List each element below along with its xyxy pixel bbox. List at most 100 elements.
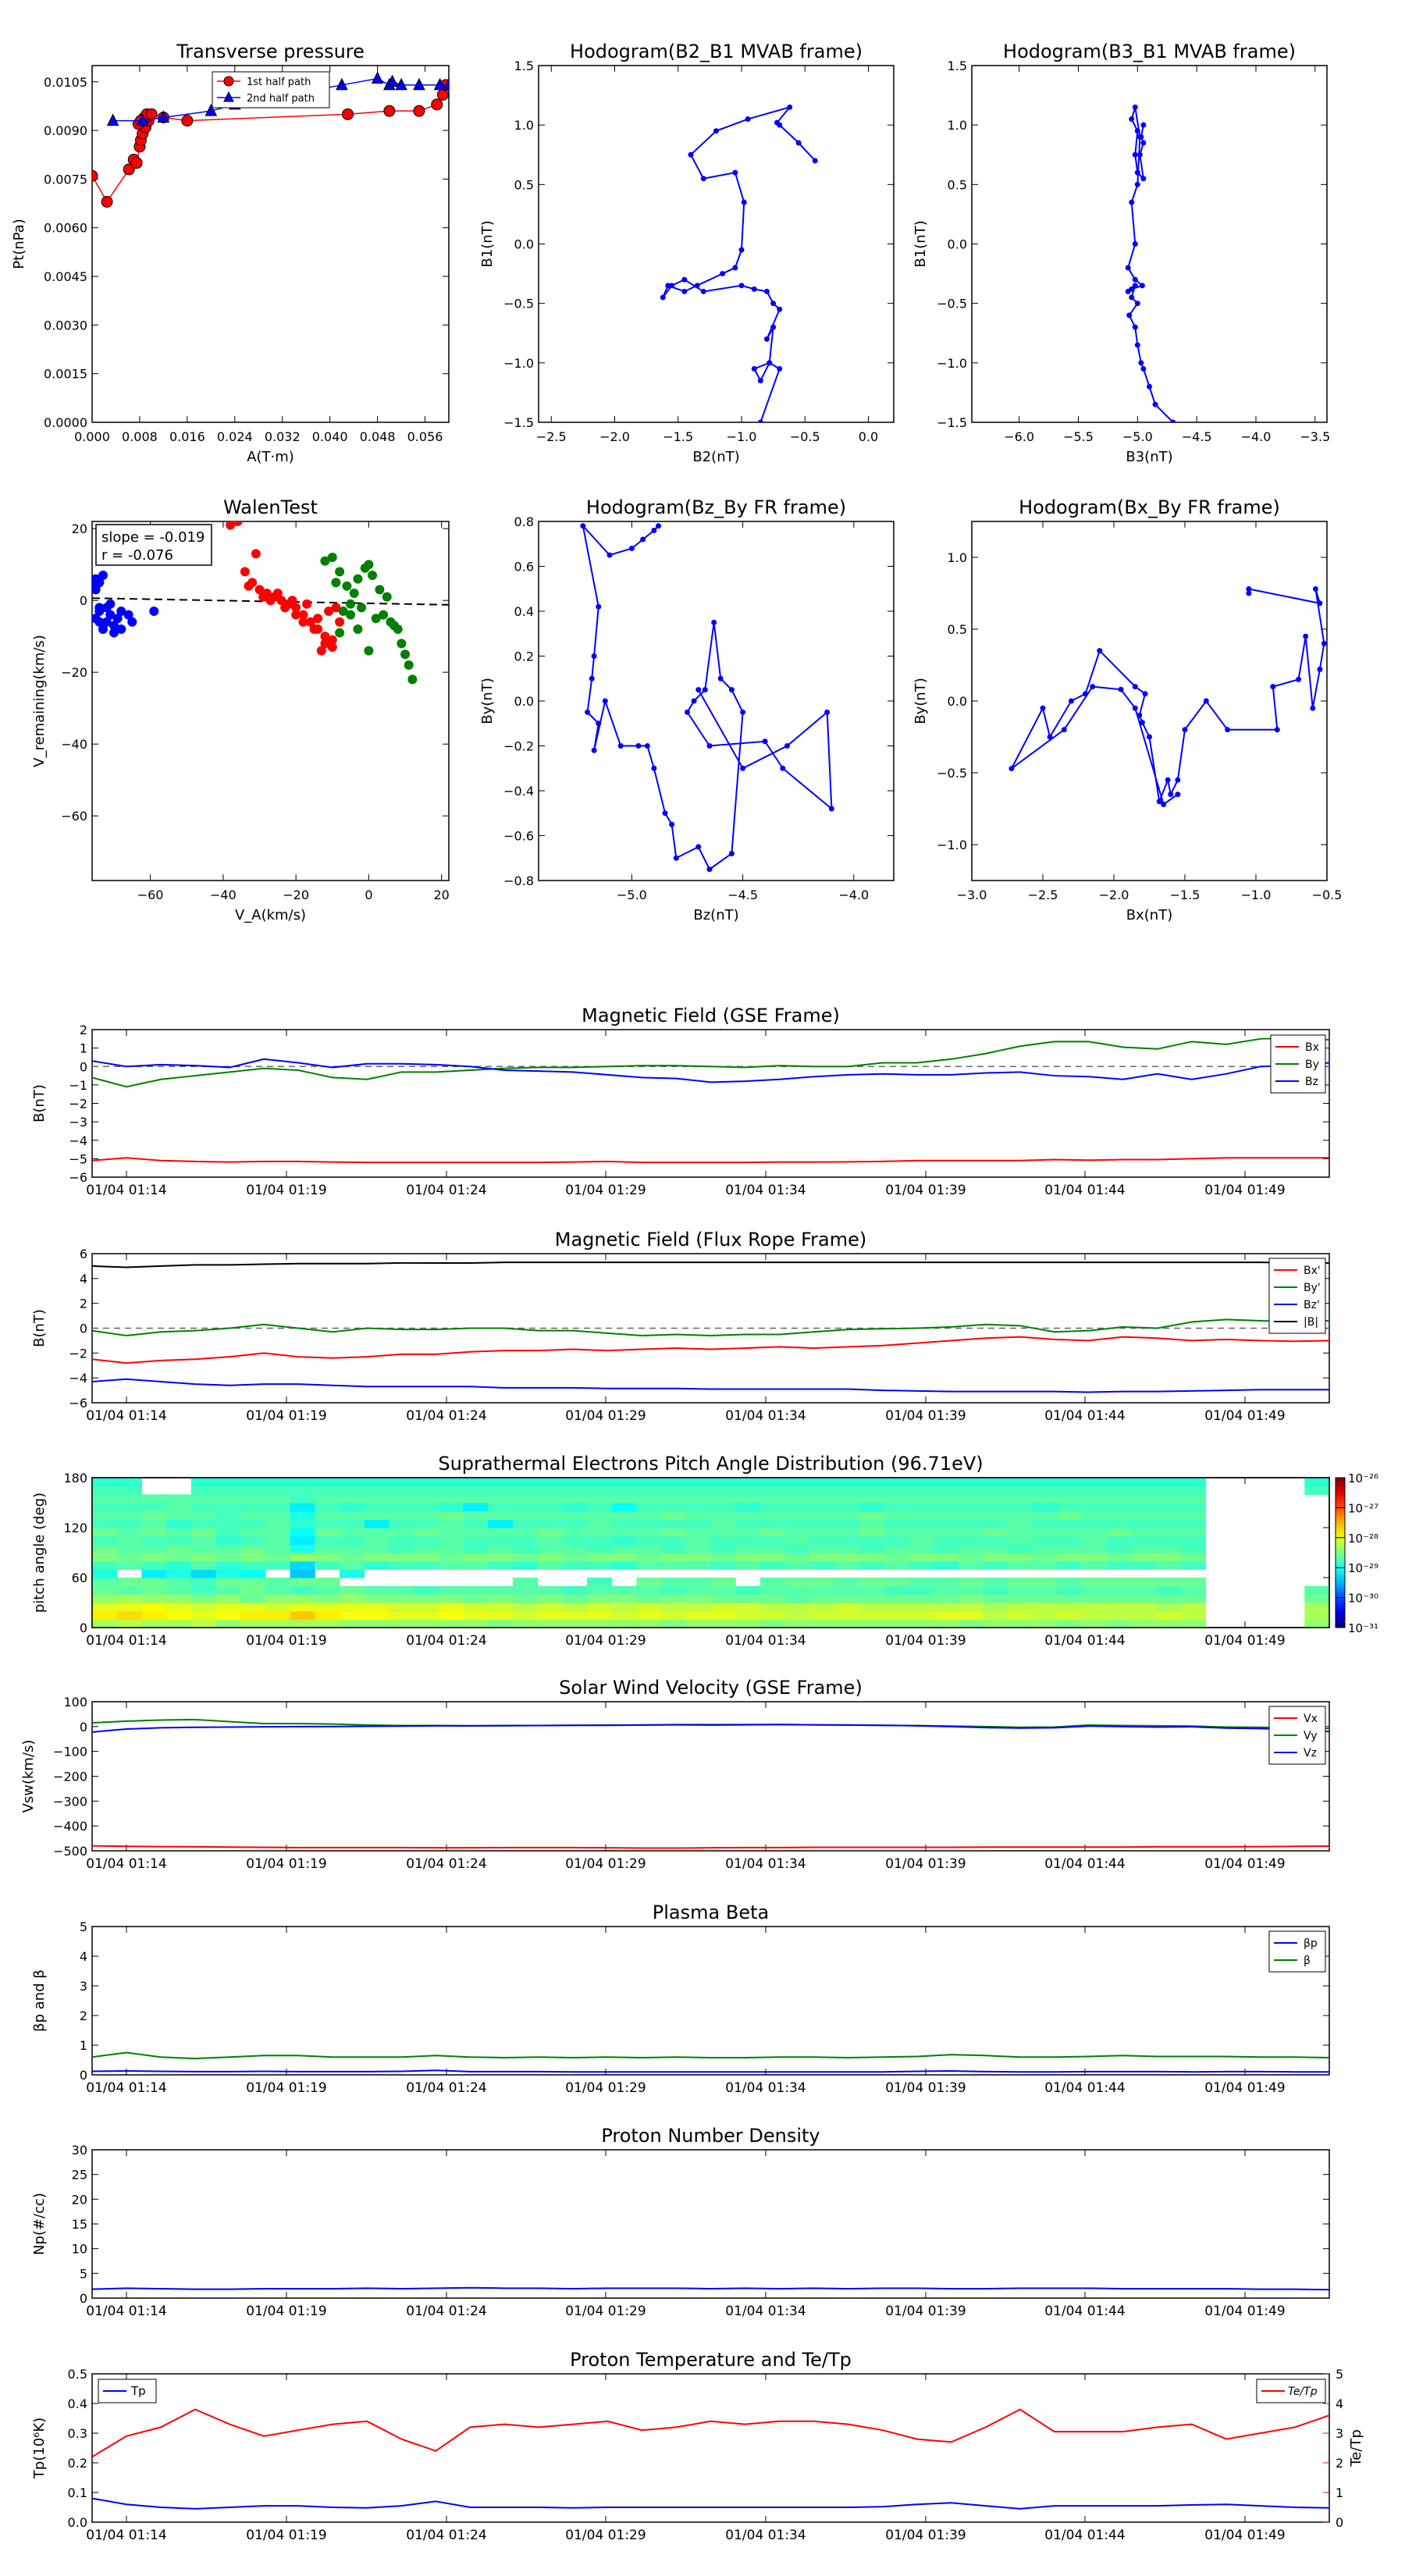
heatmap-cell	[240, 1578, 266, 1587]
heatmap-cell	[438, 1594, 464, 1603]
heatmap-cell	[1057, 1610, 1083, 1620]
heatmap-cell	[1082, 1485, 1108, 1495]
y-tick-label: −6	[69, 1396, 87, 1411]
hodogram-point	[745, 116, 751, 123]
heatmap-cell	[1180, 1503, 1207, 1512]
heatmap-cell	[611, 1585, 637, 1595]
colorbar-label: 10⁻³⁰	[1348, 1592, 1378, 1606]
heatmap-cell	[1304, 1610, 1329, 1620]
heatmap-cell	[438, 1510, 464, 1520]
y-tick-label: 30	[72, 2143, 87, 2158]
heatmap-cell	[1032, 1619, 1058, 1628]
heatmap-cell	[290, 1478, 315, 1487]
heatmap-cell	[1082, 1544, 1108, 1553]
hodogram-point	[757, 419, 763, 422]
heatmap-cell	[909, 1519, 934, 1528]
heatmap-cell	[636, 1544, 662, 1553]
x-axis-label: V_A(km/s)	[235, 907, 306, 923]
heatmap-cell	[735, 1560, 761, 1570]
hodogram-point	[591, 747, 597, 753]
heatmap-cell	[958, 1594, 984, 1603]
walen-point	[335, 628, 345, 638]
walen-point	[105, 599, 116, 609]
hodogram-point	[720, 271, 726, 277]
heatmap-cell	[1304, 1603, 1329, 1612]
hodogram-point	[1125, 288, 1131, 294]
heatmap-cell	[809, 1619, 835, 1628]
walen-point	[298, 610, 308, 620]
heatmap-cell	[611, 1510, 637, 1520]
series-line	[92, 1058, 1329, 1083]
heatmap-cell	[1032, 1494, 1058, 1503]
colorbar	[1335, 1477, 1346, 1628]
heatmap-cell	[1082, 1594, 1108, 1603]
walen-point	[280, 603, 290, 613]
hodogram-point	[770, 301, 777, 307]
heatmap-cell	[933, 1553, 959, 1562]
hodogram-point	[812, 158, 818, 164]
heatmap-cell	[636, 1553, 662, 1562]
heatmap-cell	[1106, 1560, 1132, 1570]
walen-point	[327, 553, 337, 562]
heatmap-cell	[562, 1535, 588, 1545]
walen-point	[324, 607, 334, 616]
heatmap-cell	[1032, 1578, 1058, 1587]
heatmap-cell	[116, 1578, 142, 1587]
heatmap-cell	[1180, 1528, 1207, 1537]
hodogram-point	[1246, 590, 1252, 596]
heatmap-cell	[710, 1544, 736, 1553]
y-tick-label: 1.5	[514, 59, 534, 73]
x-tick-label: 01/04 01:49	[1204, 2304, 1285, 2319]
heatmap-cell	[537, 1485, 563, 1495]
heatmap-cell	[661, 1560, 687, 1570]
heatmap-cell	[512, 1610, 539, 1620]
heatmap-cell	[1032, 1603, 1058, 1612]
hodogram-point	[1132, 151, 1138, 158]
heatmap-cell	[1057, 1578, 1083, 1587]
y-tick-label: 1.0	[948, 118, 967, 133]
hodogram-point	[787, 104, 793, 110]
heatmap-cell	[1106, 1535, 1132, 1545]
data-point	[433, 77, 446, 91]
heatmap-cell	[759, 1585, 786, 1595]
heatmap-cell	[340, 1478, 365, 1487]
hodogram-point	[1203, 698, 1209, 704]
x-tick-label: −4.0	[838, 888, 869, 902]
heatmap-cell	[735, 1610, 761, 1620]
hodogram-point	[1225, 727, 1231, 733]
heatmap-cell	[1106, 1528, 1132, 1537]
hodogram-point	[711, 619, 717, 625]
heatmap-cell	[537, 1610, 563, 1620]
heatmap-cell	[463, 1560, 489, 1570]
hodogram-point	[702, 687, 708, 693]
heatmap-cell	[92, 1503, 118, 1512]
heatmap-cell	[909, 1594, 934, 1603]
heatmap-cell	[364, 1560, 389, 1570]
heatmap-cell	[240, 1585, 266, 1595]
y-axis-label: By(nT)	[479, 678, 496, 724]
heatmap-cells	[92, 1478, 1329, 1628]
heatmap-cell	[809, 1610, 835, 1620]
heatmap-cell	[389, 1503, 414, 1512]
heatmap-cell	[463, 1594, 489, 1603]
heatmap-cell	[488, 1610, 514, 1620]
heatmap-cell	[884, 1553, 909, 1562]
heatmap-cell	[983, 1485, 1008, 1495]
heatmap-cell	[834, 1585, 860, 1595]
hodogram-point	[767, 360, 773, 366]
x-tick-label: 01/04 01:49	[1204, 2080, 1285, 2096]
heatmap-cell	[784, 1528, 810, 1537]
x-tick-label: 01/04 01:24	[406, 2304, 486, 2319]
x-tick-label: 20	[433, 888, 449, 902]
data-point	[92, 169, 98, 182]
heatmap-cell	[92, 1528, 118, 1537]
y-tick-label: −1.0	[503, 356, 534, 371]
heatmap-cell	[909, 1485, 934, 1495]
heatmap-cell	[759, 1560, 786, 1570]
x-tick-label: 0	[365, 888, 372, 902]
walen-point	[320, 639, 330, 649]
y-tick-label: 0.5	[948, 622, 967, 637]
heatmap-cell	[562, 1619, 588, 1628]
x-tick-label: −2.5	[536, 429, 567, 444]
chart-title: WalenTest	[223, 496, 318, 518]
